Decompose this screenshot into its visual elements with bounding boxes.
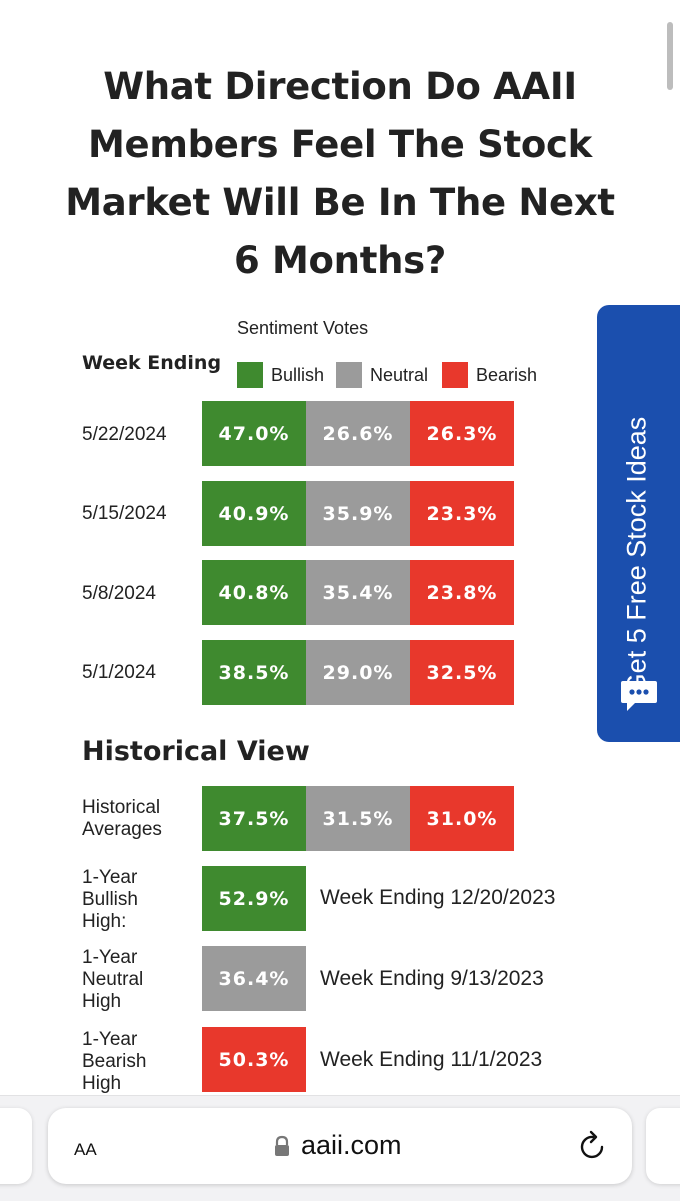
legend-bearish-label: Bearish [476, 364, 538, 385]
bearish-swatch [442, 362, 468, 388]
row-date: 5/1/2024 [82, 662, 156, 683]
page-title: What Direction Do AAII Members Feel The … [65, 65, 615, 282]
bullish-high-week: Week Ending 12/20/2023 [320, 886, 556, 909]
bullish-swatch [237, 362, 263, 388]
bearish-cell: 23.3% [410, 481, 514, 546]
neutral-cell: 26.6% [306, 401, 410, 466]
historical-view-heading: Historical View [82, 736, 310, 767]
historical-bearish-cell: 31.0% [410, 786, 514, 851]
neutral-high-cell: 36.4% [202, 946, 306, 1011]
neutral-swatch [336, 362, 362, 388]
lock-icon [273, 1135, 291, 1162]
bullish-high-label: 1-Year Bullish High: [82, 867, 138, 932]
row-date: 5/15/2024 [82, 503, 167, 524]
neutral-cell: 35.9% [306, 481, 410, 546]
row-date: 5/22/2024 [82, 424, 167, 445]
historical-bullish-cell: 37.5% [202, 786, 306, 851]
url-domain: aaii.com [301, 1130, 402, 1160]
address-bar[interactable]: AA aaii.com [48, 1108, 632, 1184]
bearish-cell: 32.5% [410, 640, 514, 705]
bullish-high-cell: 52.9% [202, 866, 306, 931]
text-size-label: AA [74, 1140, 97, 1159]
neutral-cell: 35.4% [306, 560, 410, 625]
neutral-high-label: 1-Year Neutral High [82, 947, 144, 1012]
bullish-cell: 40.8% [202, 560, 306, 625]
row-date: 5/8/2024 [82, 583, 156, 604]
week-ending-header: Week Ending [82, 352, 222, 374]
bullish-cell: 40.9% [202, 481, 306, 546]
legend-neutral-label: Neutral [370, 364, 429, 385]
previous-tab-preview[interactable] [0, 1108, 32, 1184]
page-scrollbar[interactable] [667, 22, 673, 90]
legend-bullish-label: Bullish [271, 364, 325, 385]
legend-bullish: Bullish [237, 362, 324, 388]
reload-icon[interactable] [578, 1130, 608, 1167]
free-stock-ideas-tab[interactable]: Get 5 Free Stock Ideas [597, 305, 680, 742]
bullish-cell: 47.0% [202, 401, 306, 466]
legend-neutral: Neutral [336, 362, 428, 388]
neutral-cell: 29.0% [306, 640, 410, 705]
text-size-button[interactable]: AA [74, 1134, 97, 1162]
historical-neutral-cell: 31.5% [306, 786, 410, 851]
bearish-high-label: 1-Year Bearish High [82, 1029, 147, 1094]
chat-bubble-icon [619, 677, 659, 720]
bearish-cell: 23.8% [410, 560, 514, 625]
historical-averages-label: Historical Averages [82, 797, 162, 840]
sentiment-votes-caption: Sentiment Votes [237, 318, 369, 338]
bearish-high-week: Week Ending 11/1/2023 [320, 1048, 543, 1071]
bearish-high-cell: 50.3% [202, 1027, 306, 1092]
legend-bearish: Bearish [442, 362, 537, 388]
neutral-high-week: Week Ending 9/13/2023 [320, 967, 544, 990]
bearish-cell: 26.3% [410, 401, 514, 466]
bullish-cell: 38.5% [202, 640, 306, 705]
next-tab-preview[interactable] [646, 1108, 680, 1184]
